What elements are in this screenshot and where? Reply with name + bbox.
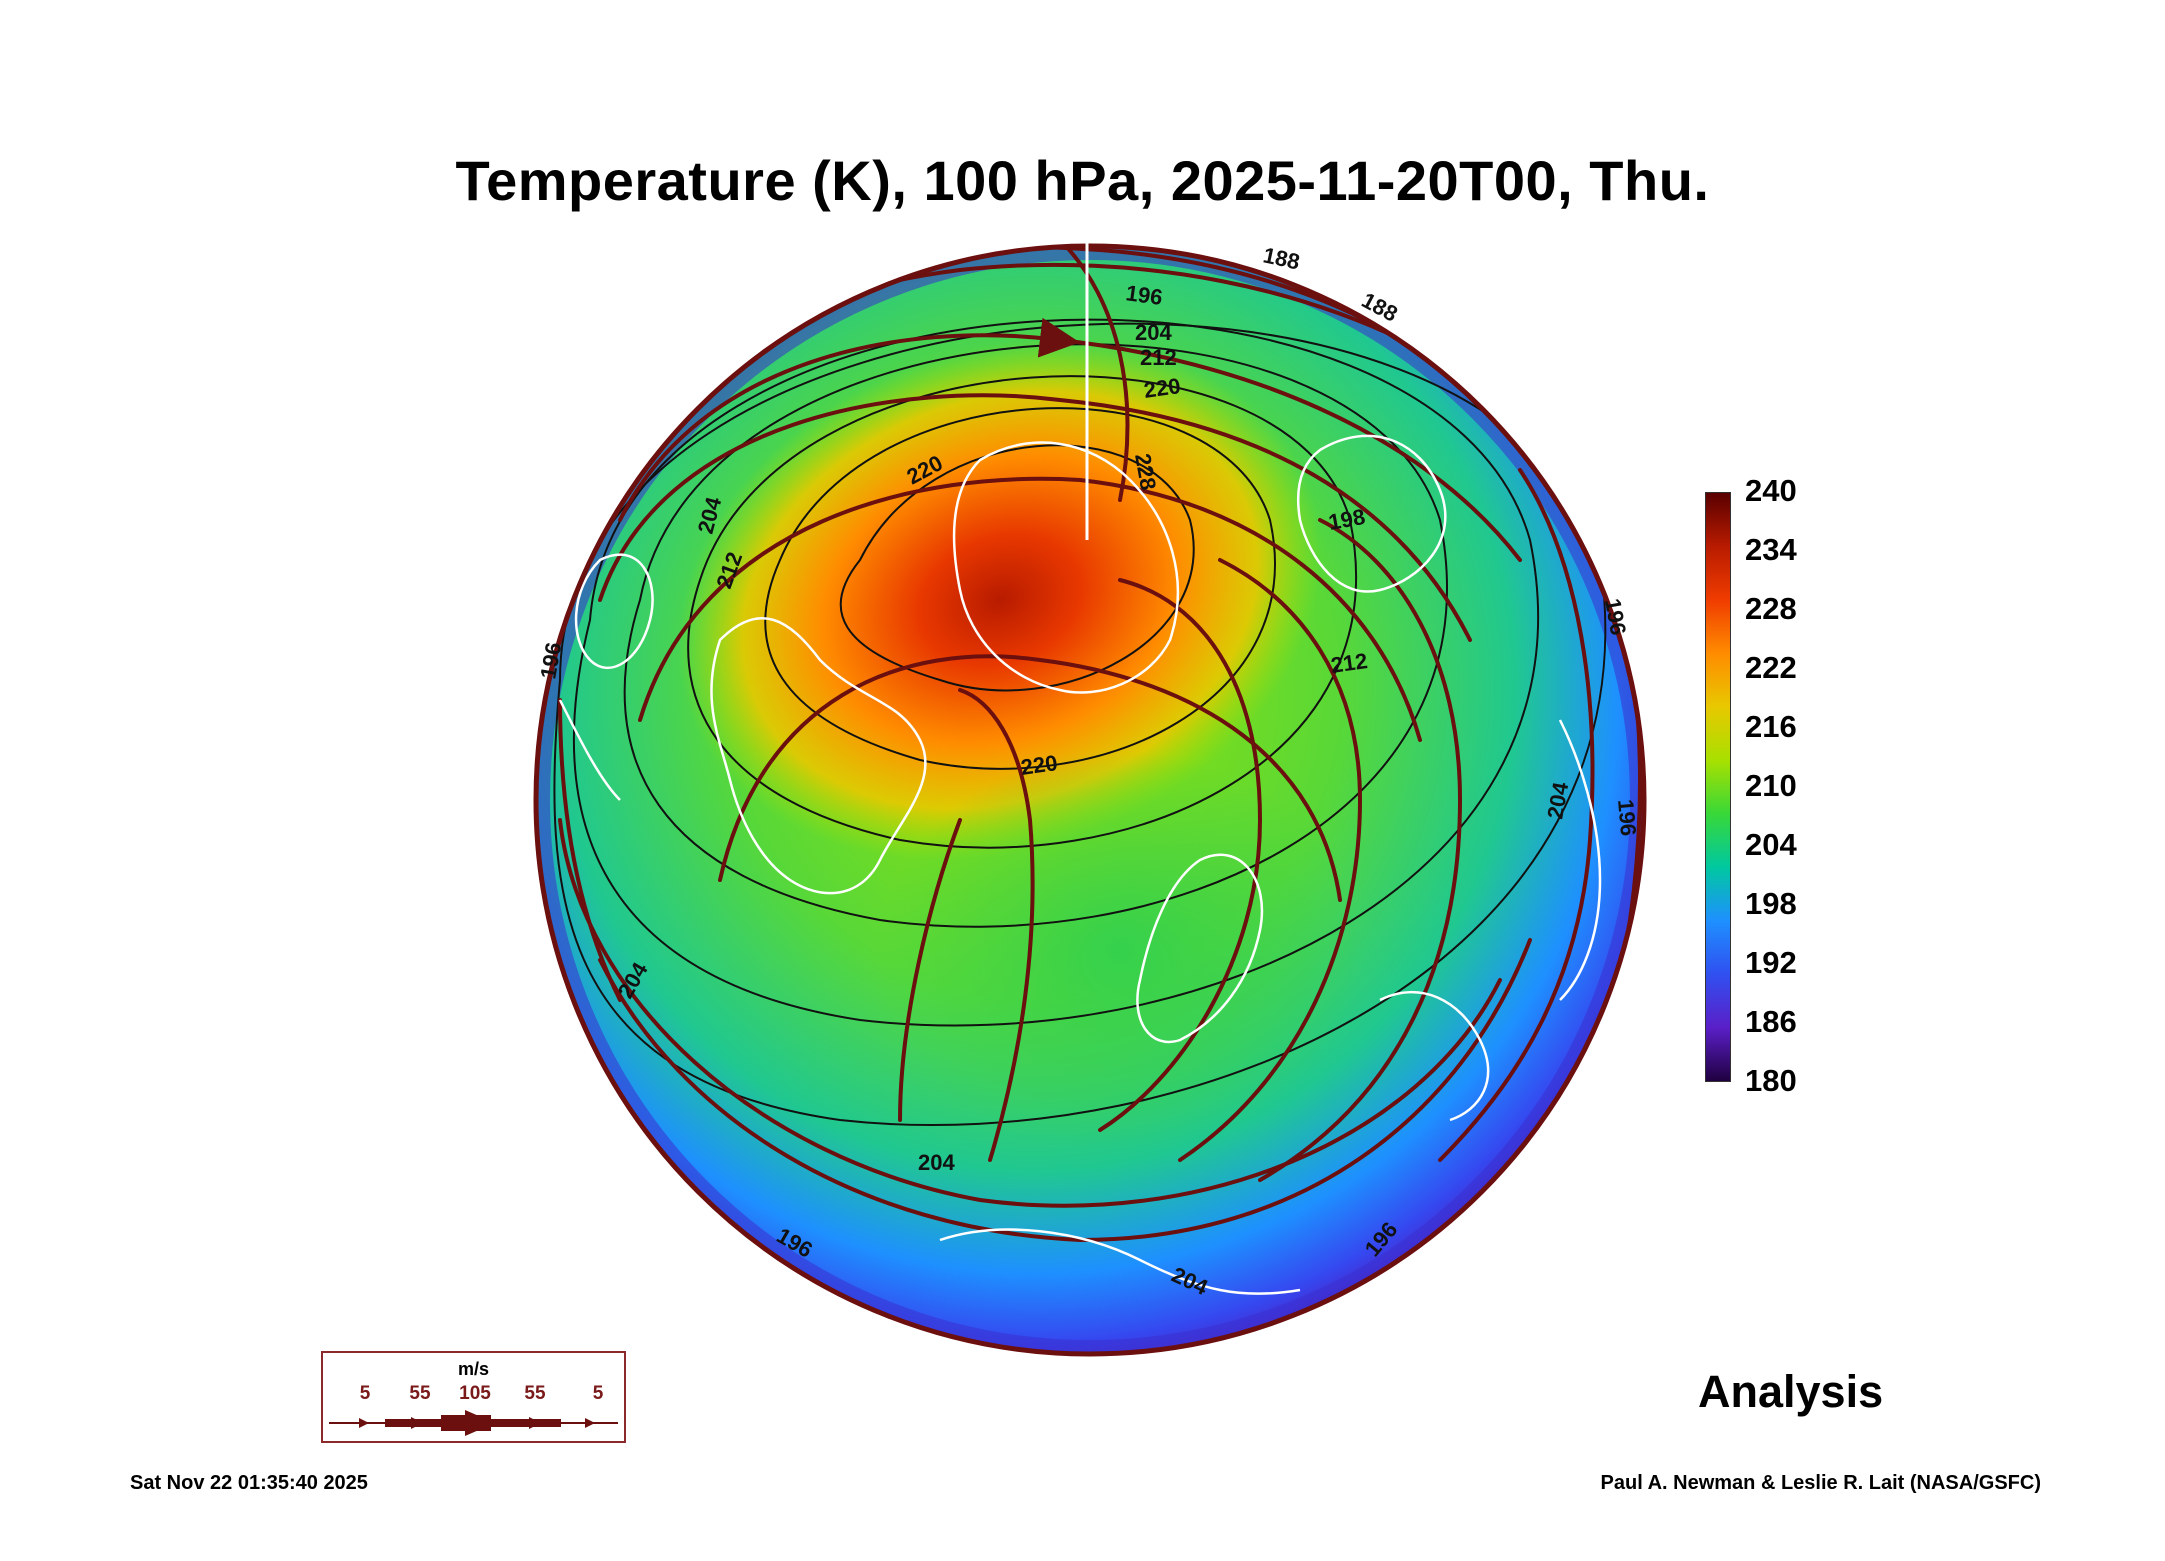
contour-label: 204 bbox=[918, 1150, 955, 1175]
map-disk-border bbox=[533, 243, 1647, 1357]
contour-label: 204 bbox=[1135, 320, 1172, 345]
colorbar-tick-label: 222 bbox=[1745, 650, 1797, 685]
contour-label: 196 bbox=[1613, 798, 1641, 837]
temperature-field bbox=[536, 246, 1644, 1354]
colorbar-tick-label: 204 bbox=[1745, 827, 1797, 862]
colorbar-tick-label: 228 bbox=[1745, 591, 1797, 626]
contour-label: 196 bbox=[1124, 280, 1164, 310]
contour-label: 220 bbox=[1142, 373, 1182, 403]
plot-title: Temperature (K), 100 hPa, 2025-11-20T00,… bbox=[455, 149, 1710, 212]
legend-value: 5 bbox=[592, 1383, 604, 1404]
timestamp: Sat Nov 22 01:35:40 2025 bbox=[130, 1472, 368, 1494]
colorbar-tick-label: 186 bbox=[1745, 1004, 1797, 1039]
colorbar-tick-label: 234 bbox=[1745, 532, 1797, 567]
contour-label: 212 bbox=[1329, 648, 1369, 678]
colorbar-tick-label: 210 bbox=[1745, 768, 1797, 803]
colorbar-tick-label: 198 bbox=[1745, 886, 1797, 921]
contour-label: 188 bbox=[1261, 242, 1302, 274]
analysis-label: Analysis bbox=[1698, 1366, 1884, 1417]
legend-arrow-graphic bbox=[329, 1410, 618, 1436]
legend-value: 55 bbox=[524, 1383, 546, 1404]
legend-units: m/s bbox=[457, 1359, 490, 1379]
colorbar-tick-label: 180 bbox=[1745, 1063, 1797, 1098]
legend-value: 5 bbox=[359, 1383, 371, 1404]
temperature-colorbar bbox=[1705, 492, 1731, 1082]
colorbar-tick-label: 240 bbox=[1745, 473, 1797, 508]
wind-speed-legend: m/s 5 55 105 55 5 bbox=[321, 1351, 626, 1443]
legend-value: 105 bbox=[459, 1383, 491, 1404]
contour-label: 212 bbox=[1140, 345, 1177, 370]
colorbar-tick-label: 216 bbox=[1745, 709, 1797, 744]
contour-label: 220 bbox=[1019, 750, 1059, 780]
temperature-contours bbox=[553, 318, 1607, 1127]
coastlines bbox=[558, 434, 1602, 1295]
legend-value: 55 bbox=[409, 1383, 431, 1404]
colorbar-tick-label: 192 bbox=[1745, 945, 1797, 980]
credit-text: Paul A. Newman & Leslie R. Lait (NASA/GS… bbox=[1600, 1472, 2041, 1494]
